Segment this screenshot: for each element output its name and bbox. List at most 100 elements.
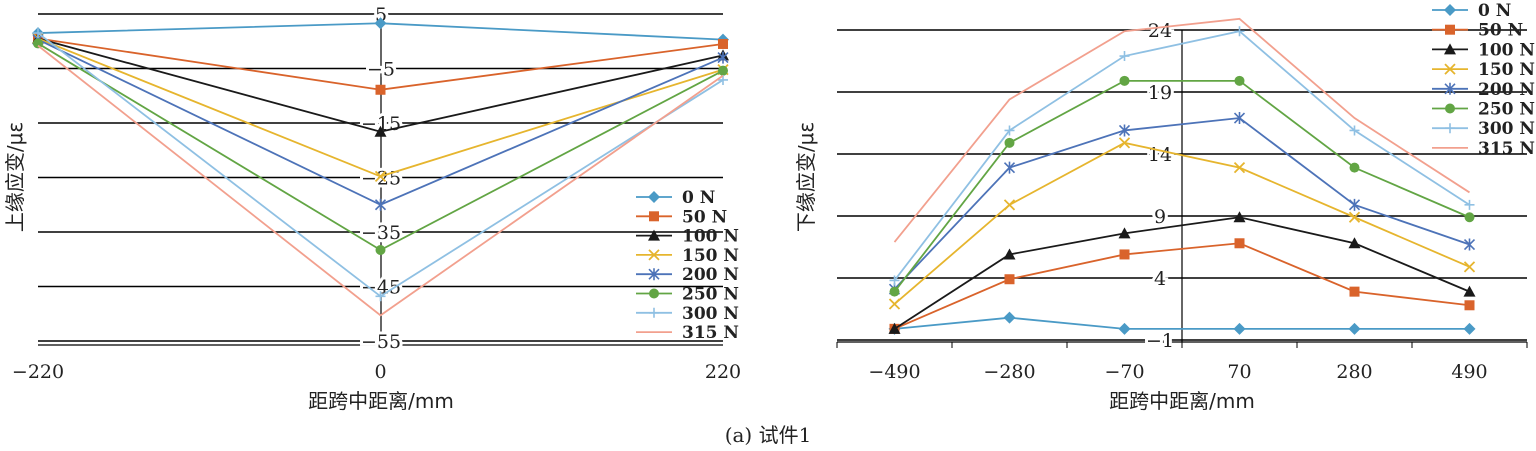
legend-marker [649, 288, 659, 299]
data-point-50n [1234, 238, 1245, 249]
series-line-0n [894, 316, 1470, 330]
data-point-250n [889, 286, 900, 297]
legend-label: 315 N [682, 323, 739, 343]
data-point-300n [375, 291, 386, 302]
data-point-250n [1119, 75, 1130, 86]
y-tick-label: 19 [1148, 82, 1172, 104]
data-point-300n [1234, 26, 1245, 37]
data-point-250n [375, 244, 386, 255]
legend-label: 250 N [682, 285, 739, 305]
legend-label: 200 N [682, 265, 739, 285]
x-tick-label: 0 [374, 361, 386, 383]
data-point-200n [1118, 124, 1131, 137]
data-point-0n [1348, 322, 1361, 335]
data-point-250n [1234, 75, 1245, 86]
legend-marker [1445, 24, 1455, 35]
data-point-100n [1118, 227, 1131, 239]
data-point-0n [1233, 322, 1246, 335]
series-line-100n [894, 216, 1470, 330]
data-point-200n [374, 198, 387, 211]
legend-label: 150 N [1478, 60, 1535, 80]
data-point-50n [718, 38, 728, 49]
y-tick-label: −35 [361, 222, 401, 244]
data-point-300n [1119, 51, 1130, 62]
data-point-150n [1348, 211, 1361, 223]
data-point-100n [1463, 285, 1476, 297]
legend-label: 0 N [682, 188, 715, 208]
series-line-50n [894, 242, 1470, 330]
data-point-150n [374, 170, 387, 183]
legend-label: 300 N [682, 304, 739, 324]
y-tick-label: −5 [367, 59, 395, 81]
data-point-150n [888, 298, 901, 310]
y-tick-label: 9 [1154, 206, 1166, 228]
y-axis-title: 上缘应变/με [3, 122, 27, 232]
x-tick-label: 70 [1227, 361, 1251, 383]
legend-label: 315 N [1478, 139, 1535, 159]
data-point-50n [1119, 249, 1130, 260]
legend-label: 100 N [1478, 40, 1535, 60]
data-point-0n [1003, 311, 1016, 324]
legend-label: 0 N [1478, 1, 1511, 21]
legend-marker [1444, 4, 1456, 16]
y-tick-label: 4 [1154, 268, 1166, 290]
data-point-150n [1233, 162, 1246, 174]
data-point-200n [717, 51, 729, 64]
x-axis-title: 距跨中距离/mm [1109, 389, 1255, 413]
x-tick-label: 220 [705, 361, 741, 383]
legend-marker [648, 191, 660, 203]
x-tick-label: −70 [1104, 361, 1144, 383]
x-tick-label: −490 [868, 361, 920, 383]
legend-marker [648, 229, 660, 241]
data-point-150n [1463, 261, 1476, 273]
y-tick-label: −1 [1146, 330, 1174, 352]
x-axis-title: 距跨中距离/mm [308, 389, 454, 413]
data-point-50n [1349, 286, 1360, 297]
legend-label: 50 N [682, 207, 727, 227]
legend-label: 300 N [1478, 119, 1535, 139]
data-point-0n [1463, 322, 1476, 335]
data-point-150n [1118, 137, 1131, 149]
x-tick-label: −220 [12, 361, 64, 383]
data-point-0n [1118, 322, 1131, 335]
y-tick-label: 14 [1148, 144, 1172, 166]
x-tick-label: −280 [983, 361, 1035, 383]
x-tick-label: 280 [1336, 361, 1372, 383]
legend-marker [649, 211, 659, 222]
series-line-150n [893, 141, 1470, 305]
legend-marker [1445, 103, 1455, 114]
data-point-100n [888, 322, 901, 334]
data-point-100n [374, 125, 387, 137]
chart-top-edge-strain: 5−5−15−25−35−45−55−220 0 220距跨中距离/mm上缘应变/μ… [3, 1, 741, 413]
legend-label: 200 N [1478, 80, 1535, 100]
legend-label: 50 N [1478, 21, 1523, 41]
legend-label: 100 N [682, 227, 739, 247]
figure-caption: (a) 试件1 [725, 423, 812, 447]
y-tick-label: −55 [361, 331, 401, 353]
legend-marker [648, 268, 660, 281]
data-point-50n [1004, 274, 1015, 285]
legend-marker [1444, 82, 1456, 95]
series-line-315n [37, 44, 724, 317]
data-point-300n [1004, 125, 1015, 136]
data-point-200n [1463, 238, 1476, 251]
legend-label: 150 N [682, 246, 739, 266]
data-point-200n [1233, 112, 1246, 125]
series-line-315n [893, 17, 1470, 243]
data-point-250n [1464, 212, 1475, 223]
data-point-200n [1348, 198, 1361, 211]
data-point-250n [718, 65, 728, 76]
data-point-250n [1349, 162, 1360, 173]
series-line-200n [893, 117, 1470, 290]
data-point-300n [1464, 199, 1475, 210]
data-point-50n [1464, 300, 1475, 311]
data-point-150n [1003, 199, 1016, 211]
data-point-200n [1003, 161, 1016, 174]
legend-marker [649, 307, 659, 318]
legend-marker [1444, 43, 1456, 55]
data-point-0n [374, 17, 387, 30]
data-point-250n [33, 38, 43, 49]
data-point-100n [1348, 237, 1361, 249]
x-tick-label: 490 [1451, 361, 1487, 383]
